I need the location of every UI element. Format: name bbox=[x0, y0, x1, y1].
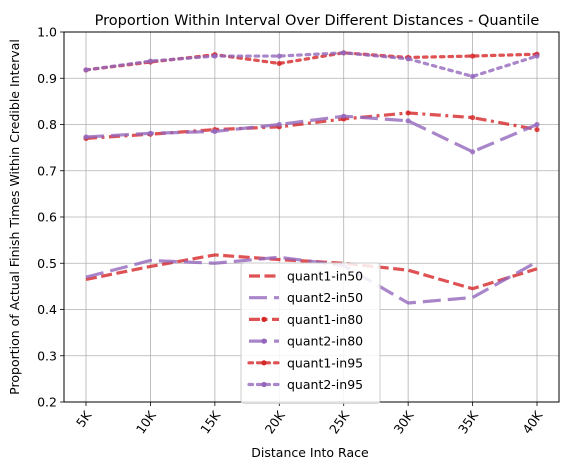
legend-label: quant1-in50 bbox=[287, 269, 363, 284]
legend-marker bbox=[261, 316, 267, 322]
data-point bbox=[276, 53, 282, 59]
legend-label: quant1-in80 bbox=[287, 312, 363, 327]
y-tick-label: 0.8 bbox=[37, 117, 57, 132]
x-tick-label: 5K bbox=[73, 407, 95, 429]
y-tick-label: 0.7 bbox=[37, 163, 57, 178]
data-point bbox=[405, 118, 411, 124]
data-point bbox=[534, 126, 540, 133]
data-point bbox=[469, 53, 476, 59]
y-axis-label: Proportion of Actual Finish Times Within… bbox=[7, 39, 22, 395]
series-line-quant2-in50 bbox=[85, 255, 538, 305]
data-point bbox=[341, 113, 347, 119]
series-line-quant2-in80 bbox=[85, 114, 538, 154]
x-ticks: 5K 10K 15K 20K 25K 30K 35K 40K bbox=[73, 402, 546, 436]
y-tick-label: 0.6 bbox=[37, 210, 57, 225]
data-point bbox=[469, 114, 476, 121]
series-line-quant1-in50 bbox=[85, 253, 538, 291]
data-point bbox=[534, 121, 540, 128]
data-point bbox=[212, 53, 218, 59]
x-tick-label: 15K bbox=[197, 407, 224, 436]
data-point bbox=[147, 130, 154, 136]
data-point bbox=[212, 128, 218, 135]
legend-label: quant2-in95 bbox=[287, 377, 363, 392]
x-tick-label: 40K bbox=[519, 407, 546, 436]
y-tick-label: 0.4 bbox=[37, 302, 57, 317]
y-tick-label: 0.5 bbox=[37, 256, 57, 271]
series-line-quant2-in95 bbox=[84, 51, 539, 79]
legend-marker bbox=[261, 381, 267, 388]
x-tick-label: 35K bbox=[455, 407, 482, 436]
series-layer bbox=[83, 50, 540, 305]
legend-label: quant1-in95 bbox=[287, 355, 363, 370]
data-point bbox=[276, 121, 282, 128]
y-tick-label: 0.2 bbox=[37, 395, 57, 410]
legend-label: quant2-in50 bbox=[287, 290, 363, 305]
data-point bbox=[83, 67, 89, 73]
x-tick-label: 20K bbox=[262, 407, 289, 436]
data-point bbox=[469, 73, 476, 79]
legend-marker bbox=[261, 360, 267, 366]
legend: quant1-in50 quant2-in50 quant1-in80 quant2-… bbox=[240, 262, 381, 404]
y-ticks: 0.2 0.3 0.4 0.5 0.6 0.7 0.8 0.9 1.0 bbox=[37, 25, 64, 410]
data-point bbox=[83, 134, 89, 140]
legend-label: quant2-in80 bbox=[287, 334, 363, 349]
data-point bbox=[276, 60, 282, 67]
data-point bbox=[469, 149, 476, 155]
data-point bbox=[341, 50, 347, 56]
x-tick-label: 30K bbox=[390, 407, 417, 436]
data-point bbox=[147, 58, 154, 64]
legend-marker bbox=[261, 338, 267, 344]
data-point bbox=[405, 110, 411, 116]
y-tick-label: 0.3 bbox=[37, 348, 57, 363]
y-tick-label: 1.0 bbox=[37, 25, 57, 40]
x-axis-label: Distance Into Race bbox=[251, 445, 369, 460]
x-tick-label: 10K bbox=[133, 407, 160, 436]
data-point bbox=[405, 56, 411, 62]
x-tick-label: 25K bbox=[326, 407, 353, 436]
data-point bbox=[534, 53, 540, 59]
chart-title: Proportion Within Interval Over Differen… bbox=[95, 13, 540, 29]
y-tick-label: 0.9 bbox=[37, 71, 57, 86]
